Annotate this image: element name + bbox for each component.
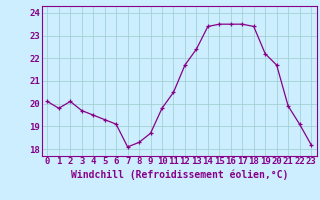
X-axis label: Windchill (Refroidissement éolien,°C): Windchill (Refroidissement éolien,°C) [70, 169, 288, 180]
